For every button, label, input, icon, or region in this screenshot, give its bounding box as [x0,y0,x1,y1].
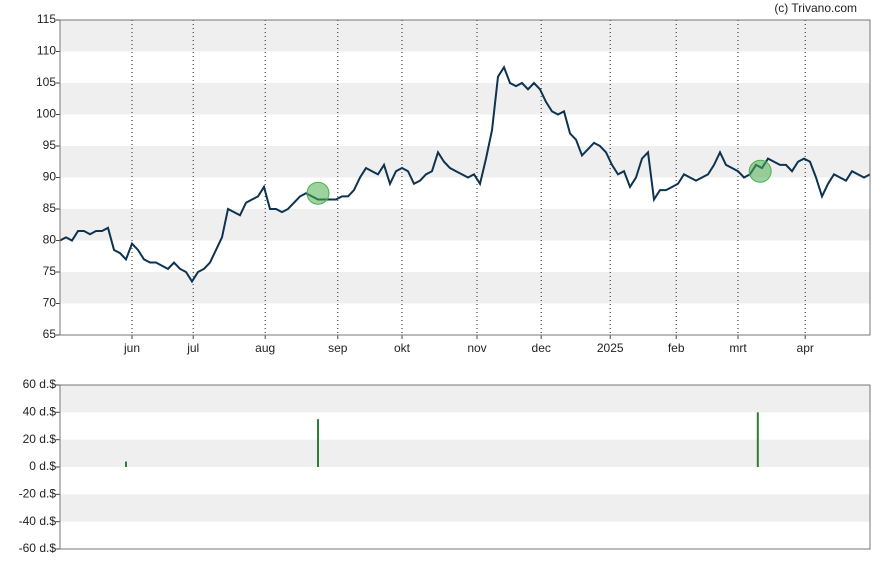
x-tick-label: 2025 [597,341,624,355]
y-tick-label: -40 d.$ [19,514,57,528]
x-tick-label: aug [255,341,275,355]
plot-frame [59,384,871,550]
y-tick-label: 110 [37,44,56,58]
bar [317,419,319,467]
y-tick-label: 80 [43,233,57,247]
bar [125,461,127,467]
y-tick-label: 70 [43,296,57,310]
grid-band [60,20,870,52]
x-tick-label: apr [797,341,814,355]
y-tick-label: 115 [37,12,56,26]
price-line [59,65,871,284]
x-tick-label: okt [394,341,411,355]
grid-band [60,83,870,115]
credit: (c) Trivano.com [774,1,857,15]
y-tick-label: 40 d.$ [23,405,57,419]
y-tick-label: 65 [43,327,57,341]
y-tick-label: -20 d.$ [19,487,57,501]
y-tick-label: 95 [43,138,57,152]
y-tick-label: 60 d.$ [23,377,57,391]
plot-frame [59,19,871,336]
x-tick-label: feb [668,341,685,355]
dividend-marker [306,181,330,205]
grid-band [60,209,870,241]
y-tick-label: 90 [43,170,57,184]
grid-band [60,439,870,467]
bar [756,412,759,467]
x-tick-label: nov [467,341,486,355]
grid-band [60,385,870,413]
x-tick-label: jun [123,341,140,355]
x-tick-label: mrt [729,341,747,355]
y-tick-label: 0 d.$ [29,459,56,473]
y-tick-label: 20 d.$ [23,432,57,446]
grid-band [60,146,870,178]
x-tick-label: jul [186,341,199,355]
grid-band [60,272,870,304]
y-tick-label: 75 [43,264,57,278]
y-tick-label: 85 [43,201,57,215]
y-tick-label: -60 d.$ [19,541,57,555]
y-tick-label: 105 [36,75,56,89]
grid-band [60,494,870,522]
x-tick-label: sep [328,341,348,355]
x-tick-label: dec [532,341,551,355]
y-tick-label: 100 [36,107,56,121]
dividend-marker [748,159,772,183]
